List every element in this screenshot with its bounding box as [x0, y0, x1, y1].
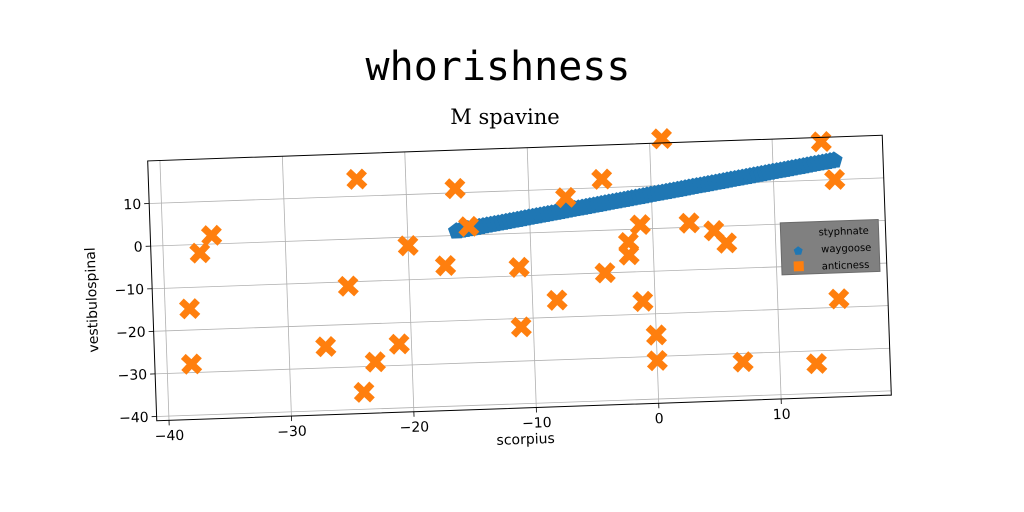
- y-gridline: [149, 177, 884, 204]
- x-tick-label: −10: [522, 415, 552, 432]
- x-axis-label: scorpius: [496, 431, 555, 449]
- anticness-point: [591, 168, 613, 190]
- plot-area: −40 −30 −20 −10 0 10 −40 −30 −20 −10 0 10 scorpius…: [83, 128, 892, 449]
- anticness-point: [364, 351, 387, 373]
- x-gridline: [159, 160, 170, 421]
- y-tick-label: −20: [116, 325, 146, 342]
- y-tick-label: 10: [123, 197, 141, 214]
- anticness-point: [200, 224, 223, 247]
- legend-marker-waygoose: [793, 246, 803, 255]
- x-tick-label: −40: [155, 428, 185, 445]
- y-gridline: [152, 262, 887, 290]
- y-axis: −40 −30 −20 −10 0 10: [114, 197, 157, 427]
- anticness-point: [629, 214, 651, 236]
- anticness-point: [458, 215, 480, 238]
- anticness-point: [397, 234, 419, 257]
- anticness-point: [632, 290, 654, 313]
- anticness-point: [180, 353, 203, 375]
- waygoose-point: [825, 151, 843, 168]
- plot-title: M spavine: [450, 105, 559, 129]
- anticness-point: [651, 128, 673, 150]
- x-gridline: [771, 139, 782, 399]
- y-gridline: [155, 347, 890, 375]
- anticness-point: [828, 288, 850, 310]
- x-axis: −40 −30 −20 −10 0 10: [155, 398, 791, 445]
- legend-title: styphnate: [818, 226, 869, 239]
- legend-marker-anticness: [793, 261, 804, 272]
- y-tick-label: 0: [134, 239, 143, 255]
- anticness-point: [346, 168, 368, 190]
- legend-label-anticness: anticness: [822, 260, 870, 273]
- x-tick-label: 10: [773, 407, 791, 424]
- y-gridline: [153, 305, 889, 332]
- anticness-point: [546, 289, 568, 311]
- anticness-point: [645, 324, 667, 346]
- grid: [149, 139, 892, 421]
- anticness-point: [594, 262, 616, 284]
- y-gridline: [150, 220, 886, 247]
- legend-label-waygoose: waygoose: [821, 243, 872, 256]
- anticness-point: [444, 177, 466, 200]
- anticness-point: [618, 244, 640, 266]
- anticness-point: [510, 316, 532, 338]
- series-waygoose: [447, 151, 843, 239]
- y-gridline: [156, 390, 892, 417]
- y-tick-label: −40: [119, 410, 149, 427]
- anticness-point: [715, 232, 738, 254]
- anticness-point: [824, 168, 846, 191]
- anticness-point: [508, 256, 530, 279]
- x-tick-label: 0: [655, 411, 664, 427]
- anticness-point: [189, 242, 211, 264]
- anticness-point: [810, 131, 832, 153]
- anticness-point: [806, 352, 828, 375]
- anticness-point: [178, 298, 201, 320]
- y-tick-label: −30: [117, 367, 147, 384]
- anticness-point: [388, 333, 410, 355]
- x-tick-label: −20: [399, 419, 429, 436]
- anticness-point: [678, 212, 700, 234]
- x-gridline: [526, 147, 537, 408]
- anticness-point: [337, 275, 359, 297]
- x-tick-label: −30: [277, 424, 307, 441]
- x-gridline: [404, 151, 415, 412]
- series-anticness: [178, 128, 850, 403]
- y-axis-label: vestibulospinal: [83, 247, 103, 353]
- anticness-point: [315, 335, 337, 358]
- anticness-point: [646, 349, 668, 372]
- legend: styphnate waygoose anticness: [779, 218, 881, 276]
- x-gridline: [281, 156, 292, 417]
- legend-box: [779, 218, 881, 276]
- figure-title: whorishness: [366, 44, 631, 90]
- anticness-point: [732, 351, 754, 373]
- anticness-point: [353, 381, 375, 403]
- anticness-point: [434, 255, 457, 277]
- anticness-point: [555, 186, 577, 209]
- y-tick-label: −10: [114, 282, 144, 299]
- axes-frame: [147, 134, 892, 422]
